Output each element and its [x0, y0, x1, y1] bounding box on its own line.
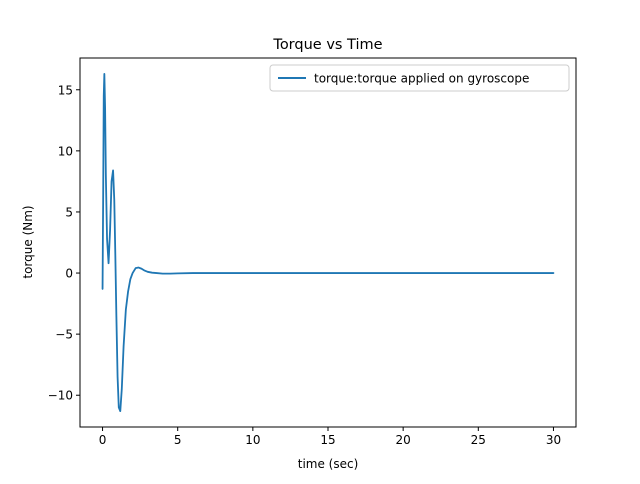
x-tick-label: 20 — [396, 433, 411, 447]
series-line-torque — [101, 72, 555, 413]
y-tick-label: 0 — [65, 267, 73, 281]
y-axis-label: torque (Nm) — [21, 205, 35, 278]
x-tick-label: 10 — [245, 433, 260, 447]
chart-title: Torque vs Time — [272, 37, 382, 53]
x-tick-label: 30 — [546, 433, 561, 447]
x-tick-label: 25 — [471, 433, 486, 447]
y-tick-label: 10 — [58, 144, 73, 158]
y-tick-label: −5 — [55, 328, 73, 342]
x-tick-label: 15 — [320, 433, 335, 447]
x-tick-label: 5 — [174, 433, 182, 447]
series-layer — [101, 72, 555, 413]
legend-box — [269, 64, 570, 92]
y-tick-label: 5 — [65, 205, 73, 219]
axis-ticks: 0 5 10 15 20 25 30 −10 −5 0 5 10 15 — [48, 83, 561, 447]
x-axis-label: time (sec) — [298, 457, 359, 471]
legend-label: torque:torque applied on gyroscope — [314, 72, 529, 86]
y-tick-label: −10 — [48, 389, 73, 403]
x-tick-label: 0 — [99, 433, 107, 447]
legend: torque:torque applied on gyroscope — [269, 64, 570, 92]
y-tick-label: 15 — [58, 83, 73, 97]
